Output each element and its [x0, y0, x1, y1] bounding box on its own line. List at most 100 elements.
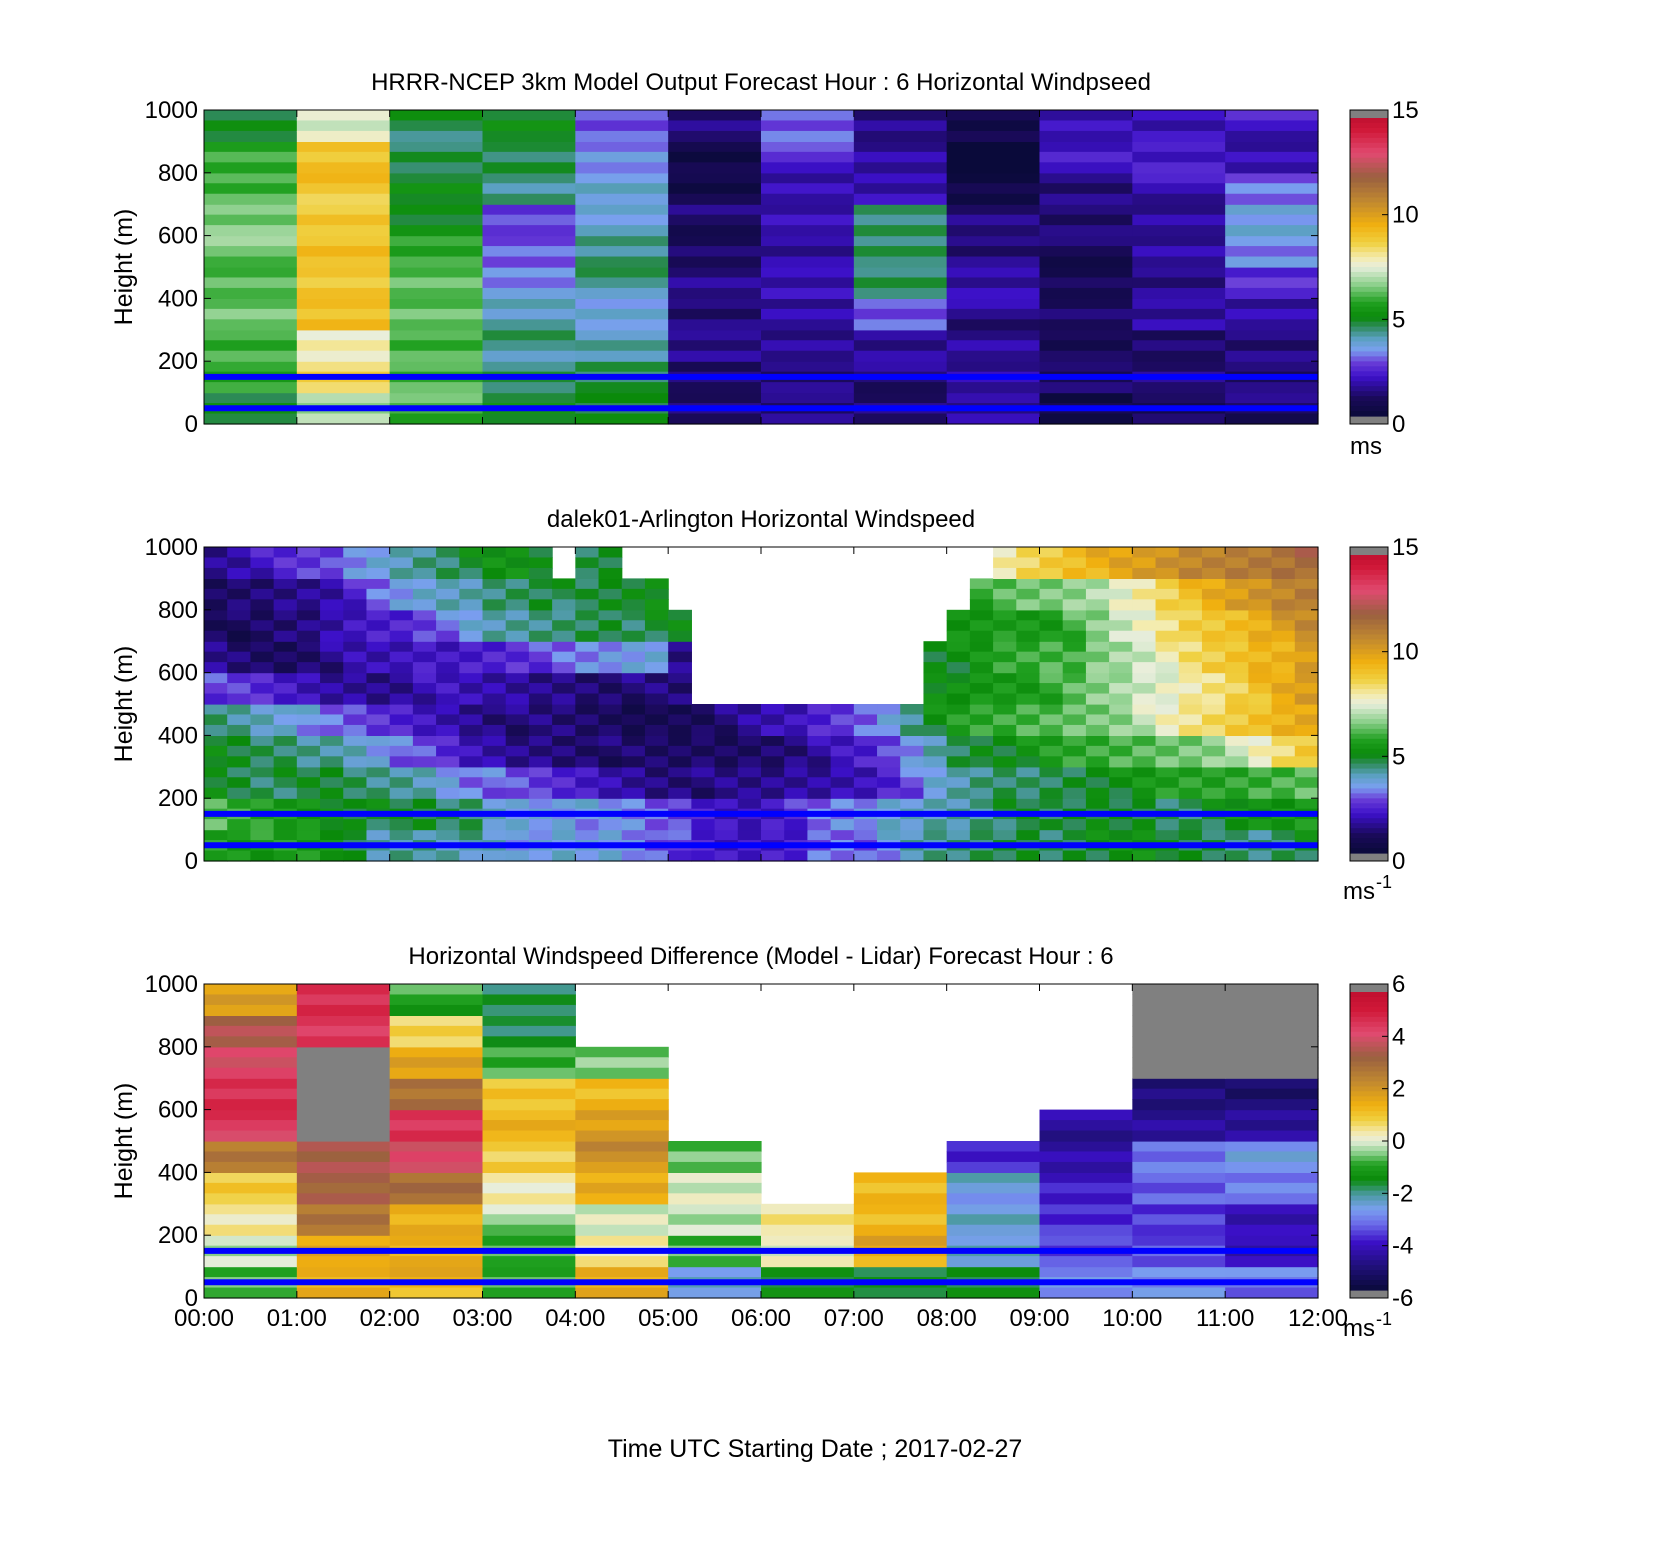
heatmap-cell: [946, 256, 1041, 268]
heatmap-cell: [761, 1214, 855, 1226]
heatmap-cell: [1294, 724, 1319, 736]
heatmap-cell: [505, 672, 530, 684]
heatmap-cell: [412, 609, 437, 621]
heatmap-cell: [482, 850, 507, 862]
heatmap-cell: [1109, 588, 1133, 600]
heatmap-cell: [552, 766, 576, 778]
heatmap-cell: [1155, 850, 1180, 862]
heatmap-cell: [1039, 172, 1133, 184]
heatmap-cell: [575, 693, 600, 705]
heatmap-cell: [1085, 630, 1110, 642]
heatmap-cell: [320, 735, 344, 747]
heatmap-cell: [737, 724, 762, 736]
colorbar-unit-exponent: -1: [1376, 1309, 1392, 1329]
colorbar-segment: [1350, 331, 1388, 338]
heatmap-cell: [389, 745, 414, 757]
heatmap-cell: [853, 350, 948, 362]
heatmap-cell: [644, 693, 669, 705]
colorbar-segment: [1350, 157, 1388, 164]
heatmap-cell: [296, 162, 391, 174]
heatmap-cell: [389, 382, 484, 394]
heatmap-cell: [644, 578, 669, 590]
colorbar-segment: [1350, 1150, 1388, 1157]
heatmap-cell: [1016, 704, 1041, 716]
colorbar-segment: [1350, 778, 1388, 785]
heatmap-cell: [993, 745, 1017, 757]
heatmap-cell: [877, 819, 901, 831]
heatmap-cell: [1248, 756, 1273, 768]
colorbar-cap: [1350, 1290, 1388, 1298]
heatmap-cell: [366, 787, 391, 799]
heatmap-cell: [528, 819, 553, 831]
heatmap-cell: [1132, 361, 1226, 373]
colorbar-segment: [1350, 569, 1388, 576]
heatmap-cell: [552, 693, 576, 705]
heatmap-cell: [1039, 578, 1064, 590]
heatmap-cell: [204, 766, 228, 778]
colorbar-segment: [1350, 619, 1388, 626]
heatmap-cell: [946, 1203, 1041, 1215]
heatmap-cell: [204, 819, 228, 831]
colorbar-segment: [1350, 1185, 1388, 1192]
heatmap-cell: [1085, 641, 1110, 653]
heatmap-cell: [1039, 382, 1133, 394]
heatmap-cell: [598, 766, 623, 778]
heatmap-cell: [1132, 1120, 1226, 1132]
heatmap-cell: [853, 1203, 948, 1215]
heatmap-cell: [575, 298, 669, 310]
heatmap-cell: [691, 766, 716, 778]
heatmap-cell: [1109, 829, 1133, 841]
heatmap-cell: [296, 1193, 391, 1205]
heatmap-cell: [250, 724, 275, 736]
heatmap-cell: [389, 340, 484, 352]
heatmap-cell: [714, 724, 739, 736]
heatmap-cell: [296, 225, 391, 237]
heatmap-cell: [1039, 693, 1064, 705]
x-tick-label: 06:00: [731, 1305, 791, 1332]
heatmap-cell: [505, 599, 530, 611]
heatmap-cell: [807, 798, 832, 810]
heatmap-cell: [482, 745, 507, 757]
heatmap-cell: [1016, 578, 1041, 590]
heatmap-cell: [343, 704, 368, 716]
heatmap-cell: [1178, 609, 1203, 621]
heatmap-cell: [204, 183, 298, 195]
heatmap-cell: [1178, 829, 1203, 841]
heatmap-cell: [1178, 735, 1203, 747]
heatmap-cell: [644, 798, 669, 810]
heatmap-cell: [1178, 798, 1203, 810]
heatmap-cell: [296, 1088, 391, 1100]
heatmap-cell: [250, 630, 275, 642]
heatmap-cell: [946, 267, 1041, 279]
heatmap-cell: [505, 850, 530, 862]
heatmap-cell: [761, 798, 785, 810]
heatmap-cell: [575, 756, 600, 768]
colorbar-segment: [1350, 813, 1388, 819]
heatmap-cell: [877, 735, 901, 747]
heatmap-cell: [505, 567, 530, 579]
heatmap-cell: [1271, 599, 1296, 611]
heatmap-cell: [204, 1099, 298, 1111]
heatmap-cell: [1271, 756, 1296, 768]
colorbar-segment: [1350, 1006, 1388, 1013]
heatmap-cell: [1039, 120, 1133, 132]
heatmap-cell: [830, 777, 855, 789]
heatmap-cell: [320, 567, 344, 579]
heatmap-cell: [668, 308, 762, 320]
heatmap-cell: [853, 340, 948, 352]
heatmap-cell: [993, 819, 1017, 831]
heatmap-cell: [412, 578, 437, 590]
heatmap-cell: [1178, 756, 1203, 768]
colorbar-segment: [1350, 624, 1388, 631]
colorbar-segment: [1350, 127, 1388, 134]
heatmap-cell: [296, 1067, 391, 1079]
heatmap-cell: [1132, 704, 1157, 716]
heatmap-cell: [552, 578, 576, 590]
y-axis-label: Height (m): [110, 209, 138, 326]
heatmap-cell: [412, 620, 437, 632]
heatmap-cell: [1201, 609, 1226, 621]
heatmap-cell: [552, 777, 576, 789]
heatmap-cell: [296, 588, 321, 600]
heatmap-cell: [296, 1141, 391, 1153]
